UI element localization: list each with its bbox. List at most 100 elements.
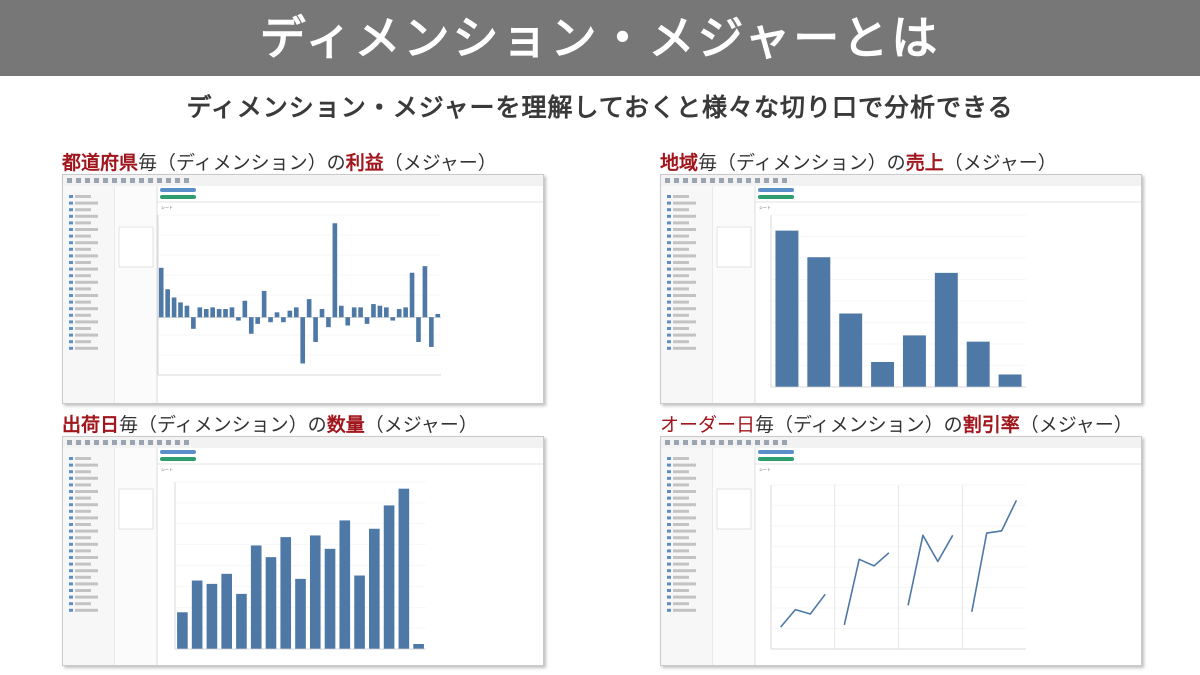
field-icon — [667, 280, 671, 284]
field-name — [673, 313, 689, 317]
field-name — [75, 457, 91, 460]
toolbar-icon — [121, 440, 126, 445]
cards-pane — [115, 186, 157, 403]
sheet-label: シート — [161, 205, 173, 210]
field-name — [673, 575, 689, 579]
bar — [413, 643, 424, 649]
toolbar-icon — [728, 178, 733, 183]
field-name — [75, 228, 98, 231]
toolbar-icon — [674, 440, 679, 445]
toolbar-icon — [683, 178, 688, 183]
field-name — [75, 234, 91, 238]
field-name — [75, 287, 91, 291]
field-name — [673, 509, 689, 513]
field-icon — [667, 267, 671, 271]
field-icon — [667, 313, 671, 317]
bar — [306, 299, 312, 318]
bar — [384, 307, 389, 318]
field-icon — [69, 549, 73, 553]
field-name — [673, 470, 689, 474]
field-icon — [667, 496, 671, 500]
bar — [236, 317, 241, 321]
toolbar-icon — [773, 440, 778, 445]
toolbar-icon — [184, 178, 189, 183]
field-name — [75, 569, 98, 573]
field-icon — [667, 287, 671, 291]
field-icon — [69, 595, 73, 599]
field-icon — [69, 261, 73, 264]
toolbar-icon — [674, 178, 679, 183]
field-icon — [69, 340, 73, 344]
field-icon — [667, 476, 671, 480]
field-name — [75, 496, 91, 500]
toolbar-icon — [103, 440, 108, 445]
toolbar-icon — [665, 440, 670, 445]
bar — [158, 267, 164, 318]
field-name — [75, 542, 98, 546]
bar — [369, 528, 380, 649]
field-icon — [69, 307, 73, 311]
bar — [287, 310, 293, 318]
field-icon — [667, 307, 671, 311]
bar — [839, 313, 863, 387]
field-icon — [667, 562, 671, 566]
field-name — [673, 523, 689, 526]
toolbar-icon — [755, 440, 760, 445]
field-name — [75, 490, 98, 493]
field-name — [75, 346, 98, 350]
bar — [807, 257, 831, 387]
bar — [358, 307, 363, 318]
bar — [197, 307, 203, 318]
field-icon — [667, 608, 671, 612]
toolbar-icon — [764, 440, 769, 445]
measure-label: 数量 — [326, 414, 365, 436]
field-name — [673, 274, 689, 278]
field-icon — [667, 529, 671, 533]
field-name — [673, 247, 689, 251]
field-icon — [69, 228, 73, 231]
bar — [377, 305, 383, 318]
panel-title: 都道府県毎（ディメンション）の利益（メジャー） — [62, 148, 497, 178]
field-icon — [667, 509, 671, 513]
field-name — [673, 340, 689, 344]
toolbar-icon — [746, 440, 751, 445]
bar — [403, 307, 408, 318]
rows-pill — [758, 195, 794, 199]
title-middle: 毎（ディメンション）の — [698, 152, 906, 174]
field-icon — [69, 300, 73, 304]
bar — [268, 317, 273, 323]
tableau-screenshot: シート — [62, 174, 544, 404]
toolbar-icon — [692, 440, 697, 445]
field-name — [75, 523, 91, 526]
field-icon — [69, 201, 73, 205]
bar — [206, 583, 218, 649]
columns-pill — [160, 450, 196, 454]
field-icon — [69, 294, 73, 297]
bar — [280, 537, 292, 649]
toolbar-icon — [148, 178, 153, 183]
title-bar — [0, 0, 1200, 76]
bar — [345, 317, 351, 326]
field-icon — [667, 346, 671, 350]
bar — [203, 309, 209, 318]
field-name — [673, 287, 689, 291]
bar — [966, 341, 990, 387]
field-name — [673, 457, 689, 460]
field-name — [75, 307, 98, 311]
toolbar-icon — [701, 440, 706, 445]
field-icon — [667, 300, 671, 304]
field-icon — [667, 536, 671, 540]
bar — [184, 305, 190, 318]
field-icon — [667, 542, 671, 546]
field-name — [75, 589, 91, 592]
field-name — [673, 463, 696, 467]
field-icon — [667, 463, 671, 467]
field-name — [673, 221, 689, 225]
line-series — [779, 593, 826, 628]
field-icon — [667, 483, 671, 487]
field-icon — [69, 254, 73, 258]
field-icon — [69, 562, 73, 566]
field-icon — [69, 327, 73, 330]
field-icon — [667, 327, 671, 330]
bar — [396, 309, 402, 318]
